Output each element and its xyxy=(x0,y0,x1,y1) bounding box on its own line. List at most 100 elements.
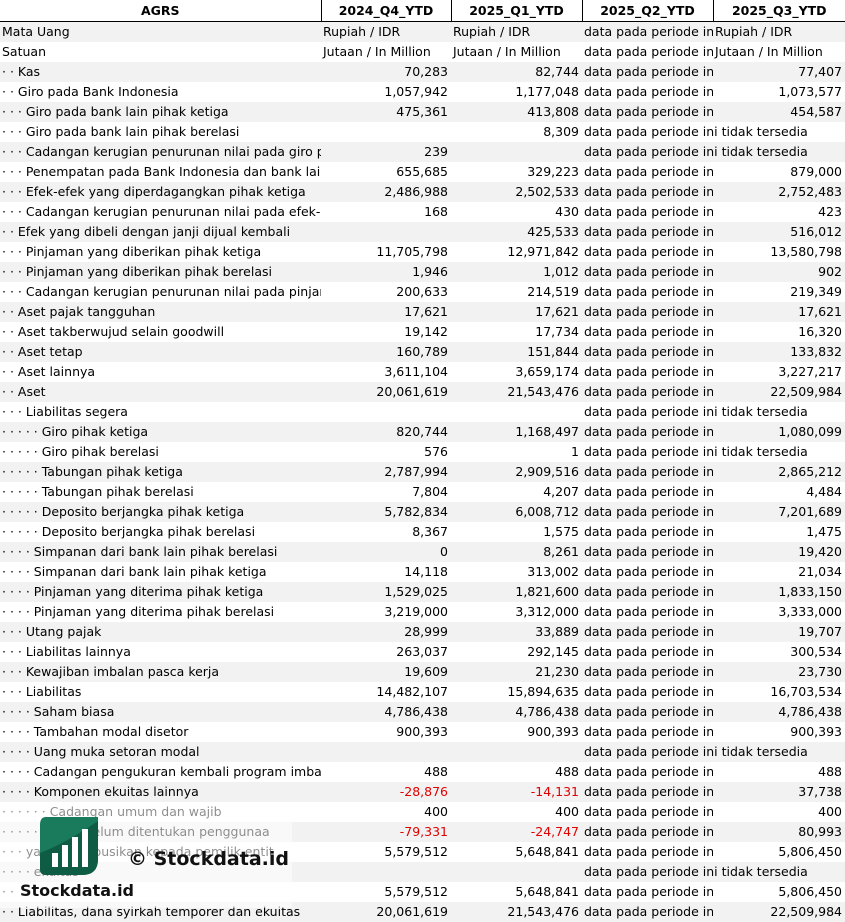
row-label-text: Cadangan kerugian penurunan nilai pada p… xyxy=(26,284,321,299)
row-label: · · · Cadangan kerugian penurunan nilai … xyxy=(0,142,321,162)
table-row: · · · · · Deposito berjangka pihak berel… xyxy=(0,522,845,542)
row-label-text: Satuan xyxy=(2,44,46,59)
table-row: · · · Giro pada bank lain pihak berelasi… xyxy=(0,122,845,142)
cell-2025-q1-ytd: 21,543,476 xyxy=(451,382,582,402)
row-label-text: Liabilitas xyxy=(26,684,82,699)
table-row: · · · · Cadangan pengukuran kembali prog… xyxy=(0,762,845,782)
row-label-text: Efek-efek yang diperdagangkan pihak keti… xyxy=(26,184,306,199)
cell-2024-q4-ytd: 1,529,025 xyxy=(321,582,451,602)
row-label-text: Saham biasa xyxy=(34,704,115,719)
cell-2024-q4-ytd: 8,367 xyxy=(321,522,451,542)
cell-2024-q4-ytd: 4,786,438 xyxy=(321,702,451,722)
cell-2025-q1-ytd: 1,177,048 xyxy=(451,82,582,102)
cell-2024-q4-ytd xyxy=(321,402,451,422)
indent-dots: · · · xyxy=(2,644,26,659)
indent-dots: · · · · xyxy=(2,544,34,559)
cell-2025-q2-ytd: data pada periode in xyxy=(582,202,713,222)
row-label-text: Giro pihak berelasi xyxy=(42,444,159,459)
cell-2025-q3-ytd: 21,034 xyxy=(713,562,845,582)
stockdata-logo-icon xyxy=(36,813,102,879)
cell-2024-q4-ytd: Rupiah / IDR xyxy=(321,22,451,43)
row-label: · · · · · Deposito berjangka pihak ketig… xyxy=(0,502,321,522)
cell-2025-q1-ytd: -24,747 xyxy=(451,822,582,842)
cell-2025-q2-ytd: data pada periode in xyxy=(582,422,713,442)
row-label: · · · Giro pada bank lain pihak berelasi xyxy=(0,122,321,142)
cell-2025-q1-ytd: 292,145 xyxy=(451,642,582,662)
row-label: · · · · Simpanan dari bank lain pihak be… xyxy=(0,542,321,562)
cell-2025-q3-ytd: 17,621 xyxy=(713,302,845,322)
cell-2025-q3-ytd: 7,201,689 xyxy=(713,502,845,522)
cell-2024-q4-ytd: Jutaan / In Million xyxy=(321,42,451,62)
cell-2025-q1-ytd: Jutaan / In Million xyxy=(451,42,582,62)
cell-2025-q1-ytd: 3,659,174 xyxy=(451,362,582,382)
cell-2025-q2-ytd: data pada periode in xyxy=(582,582,713,602)
table-row: · · · Pinjaman yang diberikan pihak bere… xyxy=(0,262,845,282)
cell-2025-q1-ytd: 1 xyxy=(451,442,582,462)
cell-2025-q2-ytd: data pada periode in xyxy=(582,822,713,842)
cell-2024-q4-ytd: 263,037 xyxy=(321,642,451,662)
row-label-text: Giro pihak ketiga xyxy=(42,424,148,439)
row-label-text: Penempatan pada Bank Indonesia dan bank … xyxy=(26,164,321,179)
header-ticker: AGRS xyxy=(0,0,321,22)
indent-dots: · · · · xyxy=(2,604,34,619)
cell-2024-q4-ytd: 1,057,942 xyxy=(321,82,451,102)
cell-2025-q3-ytd: 300,534 xyxy=(713,642,845,662)
indent-dots: · · · xyxy=(2,144,26,159)
row-label: · · Kas xyxy=(0,62,321,82)
cell-2025-q1-ytd: 313,002 xyxy=(451,562,582,582)
cell-2024-q4-ytd: 1,946 xyxy=(321,262,451,282)
cell-2024-q4-ytd: 0 xyxy=(321,542,451,562)
indent-dots: · · · · xyxy=(2,784,34,799)
row-label: · · Aset xyxy=(0,382,321,402)
row-label-text: Utang pajak xyxy=(26,624,102,639)
indent-dots: · · · xyxy=(2,104,26,119)
cell-2025-q2-ytd: data pada periode in xyxy=(582,602,713,622)
cell-2025-q1-ytd: 8,309 xyxy=(451,122,582,142)
cell-2024-q4-ytd: 400 xyxy=(321,802,451,822)
row-label-text: Efek yang dibeli dengan janji dijual kem… xyxy=(18,224,290,239)
cell-2025-q2-ytd: data pada periode in xyxy=(582,262,713,282)
cell-2024-q4-ytd: 5,782,834 xyxy=(321,502,451,522)
cell-2024-q4-ytd: 14,118 xyxy=(321,562,451,582)
cell-2025-q1-ytd: 15,894,635 xyxy=(451,682,582,702)
cell-2025-q3-ytd: 516,012 xyxy=(713,222,845,242)
cell-2025-q1-ytd: 6,008,712 xyxy=(451,502,582,522)
table-row: · · · Penempatan pada Bank Indonesia dan… xyxy=(0,162,845,182)
cell-2024-q4-ytd: 17,621 xyxy=(321,302,451,322)
indent-dots: · · · xyxy=(2,244,26,259)
row-label-text: Tabungan pihak ketiga xyxy=(42,464,183,479)
row-label: · · · Pinjaman yang diberikan pihak keti… xyxy=(0,242,321,262)
indent-dots: · · · · xyxy=(2,744,34,759)
cell-2025-q3-ytd: 5,806,450 xyxy=(713,842,845,862)
table-row: · · · · Pinjaman yang diterima pihak ber… xyxy=(0,602,845,622)
cell-2025-q1-ytd xyxy=(451,402,582,422)
row-label-text: Kewajiban imbalan pasca kerja xyxy=(26,664,219,679)
cell-2025-q3-ytd: 133,832 xyxy=(713,342,845,362)
cell-2025-q2-ytd: data pada periode in xyxy=(582,382,713,402)
cell-2024-q4-ytd: 19,609 xyxy=(321,662,451,682)
cell-2025-q3-ytd: 19,420 xyxy=(713,542,845,562)
row-label-text: Deposito berjangka pihak ketiga xyxy=(42,504,244,519)
row-label: · · Giro pada Bank Indonesia xyxy=(0,82,321,102)
row-label-text: Komponen ekuitas lainnya xyxy=(34,784,199,799)
cell-2025-q3-ytd: 219,349 xyxy=(713,282,845,302)
header-2025-q1: 2025_Q1_YTD xyxy=(451,0,582,22)
cell-2025-q3-ytd: 423 xyxy=(713,202,845,222)
cell-2025-q3-ytd: 2,752,483 xyxy=(713,182,845,202)
indent-dots: · · xyxy=(2,384,18,399)
indent-dots: · · · · xyxy=(2,704,34,719)
row-label: · · · · · Giro pihak berelasi xyxy=(0,442,321,462)
cell-2025-q3-ytd: 5,806,450 xyxy=(713,882,845,902)
indent-dots: · · xyxy=(2,84,18,99)
cell-2024-q4-ytd: 200,633 xyxy=(321,282,451,302)
cell-2025-q1-ytd xyxy=(451,742,582,762)
cell-2025-q1-ytd: 488 xyxy=(451,762,582,782)
row-label: · · · · · Deposito berjangka pihak berel… xyxy=(0,522,321,542)
cell-2025-q3-ytd: 22,509,984 xyxy=(713,382,845,402)
indent-dots: · · · xyxy=(2,264,26,279)
